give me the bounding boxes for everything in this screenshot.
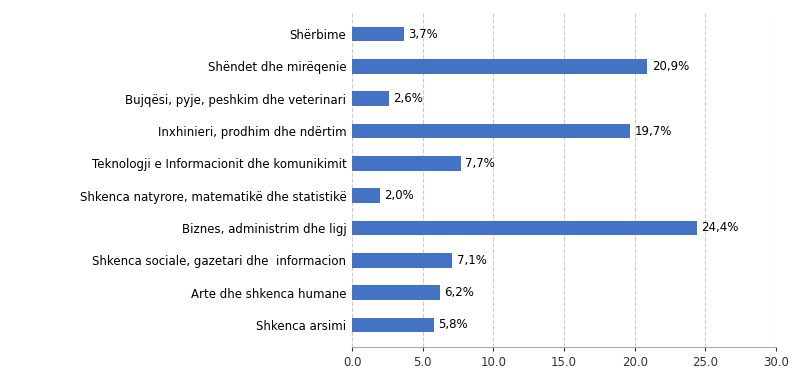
Bar xyxy=(352,188,380,203)
Text: 3,7%: 3,7% xyxy=(409,28,438,41)
Bar xyxy=(352,285,440,300)
Bar xyxy=(352,27,404,41)
Bar xyxy=(352,318,434,332)
Text: 2,6%: 2,6% xyxy=(393,92,423,105)
Bar xyxy=(352,124,630,138)
Bar xyxy=(352,221,697,235)
Bar xyxy=(352,253,452,267)
Text: 5,8%: 5,8% xyxy=(438,318,468,331)
Text: 2,0%: 2,0% xyxy=(385,189,414,202)
Text: 19,7%: 19,7% xyxy=(634,125,672,137)
Bar xyxy=(352,156,461,171)
Text: 20,9%: 20,9% xyxy=(652,60,689,73)
Text: 24,4%: 24,4% xyxy=(701,222,738,234)
Text: 6,2%: 6,2% xyxy=(444,286,474,299)
Text: 7,1%: 7,1% xyxy=(457,254,486,267)
Text: 7,7%: 7,7% xyxy=(465,157,495,170)
Bar xyxy=(352,59,647,74)
Bar xyxy=(352,91,389,106)
